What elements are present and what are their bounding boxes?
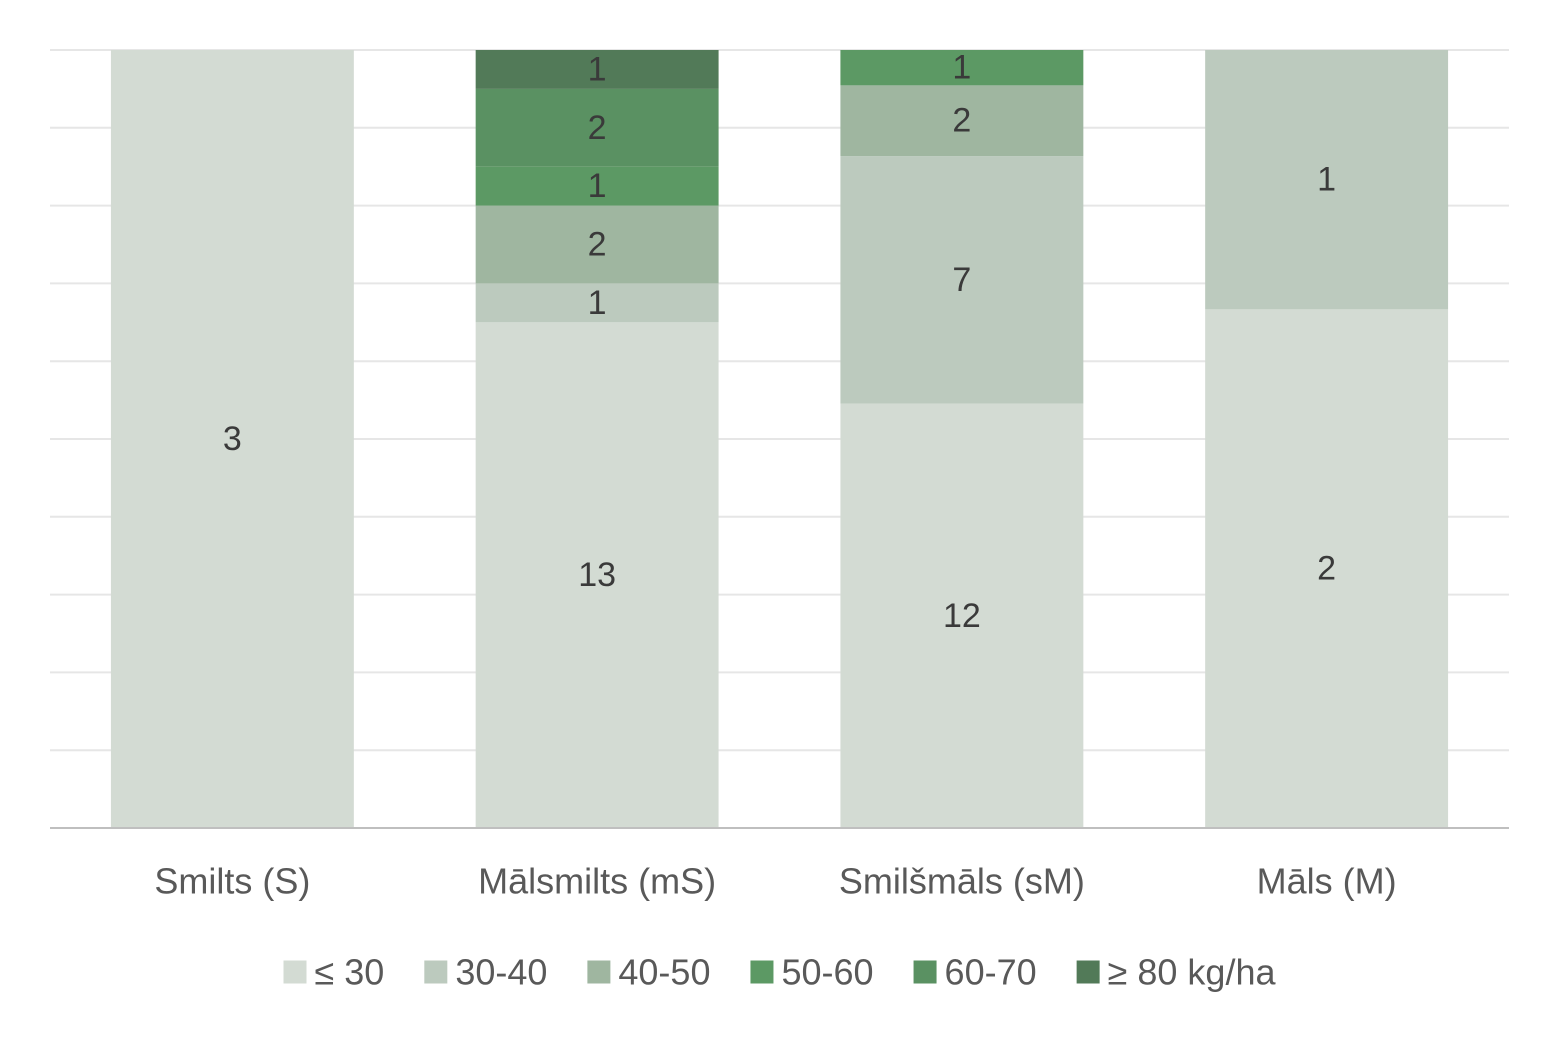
bar-segment: [840, 50, 1084, 86]
legend-swatch: [424, 960, 448, 984]
legend-label: 50-60: [781, 952, 873, 993]
bar-segment: [475, 322, 719, 828]
data-label: 1: [588, 167, 607, 205]
data-label: 2: [588, 226, 607, 264]
data-label: 12: [943, 597, 981, 635]
category-axis: Smilts (S) Mālsmilts (mS) Smilšmāls (sM) Mā…: [154, 861, 1396, 902]
data-label: 1: [588, 50, 607, 88]
legend-swatch: [283, 960, 307, 984]
data-label: 2: [1317, 550, 1336, 588]
category-label: Smilšmāls (sM): [839, 861, 1085, 902]
bar-segment: [475, 50, 719, 89]
bar-segment: [475, 166, 719, 206]
category-label: Smilts (S): [154, 861, 310, 902]
legend-item: 60-70: [913, 952, 1037, 993]
data-label: 3: [223, 420, 242, 458]
legend-label: ≤ 30: [315, 952, 385, 993]
bars: [110, 50, 1449, 828]
bar-segment: [475, 88, 719, 167]
bar-segment: [840, 403, 1084, 828]
category-label: Māls (M): [1257, 861, 1397, 902]
legend-label: 40-50: [618, 952, 710, 993]
data-label: 13: [578, 556, 616, 594]
legend-item: ≥ 80 kg/ha: [1076, 952, 1277, 993]
legend-item: 30-40: [424, 952, 547, 993]
category-label: Mālsmilts (mS): [478, 861, 716, 902]
legend: ≤ 30 30-40 40-50 50-60 60-70 ≥ 80 kg/ha: [283, 952, 1277, 993]
data-label: 2: [588, 109, 607, 147]
data-label: 1: [1317, 161, 1336, 199]
data-label: 1: [588, 284, 607, 322]
data-label: 7: [952, 261, 971, 299]
bar-segment: [475, 205, 719, 284]
data-label: 2: [952, 102, 971, 140]
bar-segment: [475, 283, 719, 323]
legend-item: 40-50: [587, 952, 710, 993]
legend-item: ≤ 30: [283, 952, 385, 993]
bar-segment: [840, 156, 1084, 404]
bar-segment: [110, 50, 354, 828]
legend-label: 60-70: [945, 952, 1037, 993]
data-label: 1: [952, 49, 971, 87]
legend-swatch: [750, 960, 774, 984]
bar-segment: [1205, 50, 1449, 310]
legend-item: 50-60: [750, 952, 874, 993]
bar-segment: [1205, 309, 1449, 828]
legend-label: 30-40: [455, 952, 547, 993]
bar-segment: [840, 85, 1084, 157]
legend-label: ≥ 80 kg/ha: [1108, 952, 1277, 993]
legend-swatch: [1076, 960, 1100, 984]
legend-swatch: [913, 960, 937, 984]
legend-swatch: [587, 960, 611, 984]
